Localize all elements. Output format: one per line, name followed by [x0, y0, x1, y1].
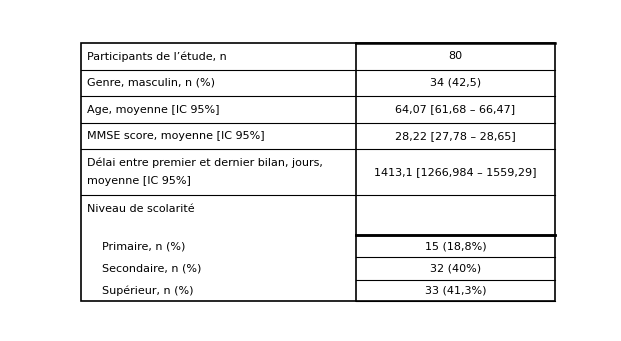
Text: Niveau de scolarité: Niveau de scolarité [87, 204, 195, 214]
Text: moyenne [IC 95%]: moyenne [IC 95%] [87, 176, 191, 186]
Text: Age, moyenne [IC 95%]: Age, moyenne [IC 95%] [87, 105, 220, 115]
Text: Genre, masculin, n (%): Genre, masculin, n (%) [87, 78, 215, 88]
Text: Secondaire, n (%): Secondaire, n (%) [102, 264, 201, 274]
Text: 33 (41,3%): 33 (41,3%) [425, 285, 486, 296]
Text: Primaire, n (%): Primaire, n (%) [102, 241, 185, 251]
Text: 32 (40%): 32 (40%) [430, 264, 481, 274]
Text: Participants de l’étude, n: Participants de l’étude, n [87, 51, 227, 62]
Text: Supérieur, n (%): Supérieur, n (%) [102, 285, 193, 296]
Text: 28,22 [27,78 – 28,65]: 28,22 [27,78 – 28,65] [395, 131, 516, 141]
Text: Délai entre premier et dernier bilan, jours,: Délai entre premier et dernier bilan, jo… [87, 157, 323, 167]
Text: 1413,1 [1266,984 – 1559,29]: 1413,1 [1266,984 – 1559,29] [374, 167, 537, 177]
Text: 34 (42,5): 34 (42,5) [430, 78, 481, 88]
Text: MMSE score, moyenne [IC 95%]: MMSE score, moyenne [IC 95%] [87, 131, 265, 141]
Text: 80: 80 [448, 51, 463, 61]
Text: 64,07 [61,68 – 66,47]: 64,07 [61,68 – 66,47] [396, 105, 515, 115]
Text: 15 (18,8%): 15 (18,8%) [425, 241, 486, 251]
